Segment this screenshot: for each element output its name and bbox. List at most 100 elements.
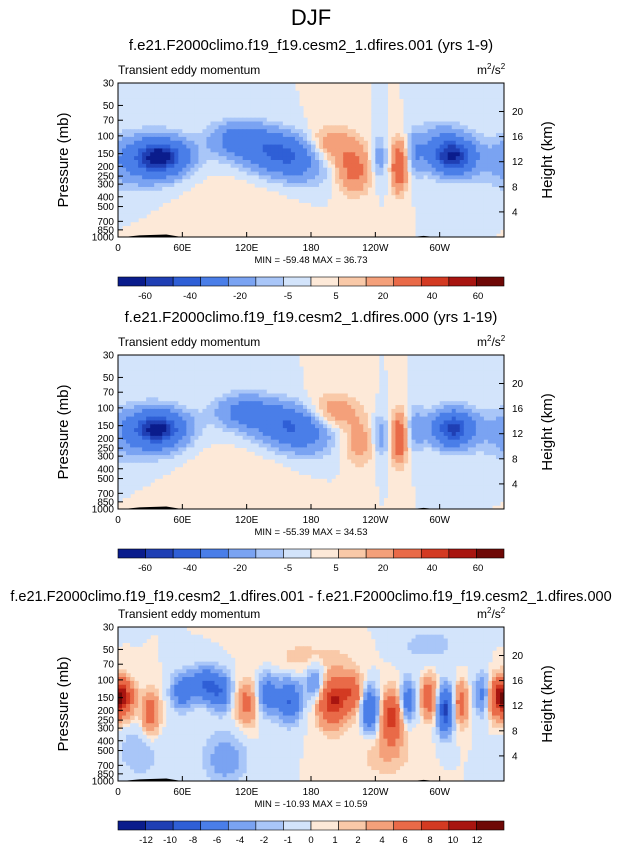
field-cell	[428, 187, 433, 191]
field-cell	[403, 187, 408, 191]
field-cell	[271, 172, 276, 176]
panel-title: f.e21.F2000climo.f19_f19.cesm2_1.dfires.…	[129, 37, 493, 54]
field-cell	[484, 179, 489, 183]
field-cell	[255, 129, 260, 133]
field-cell	[287, 87, 292, 91]
field-cell	[227, 125, 232, 129]
field-cell	[283, 91, 288, 95]
field-cell	[464, 110, 469, 114]
field-cell	[295, 164, 300, 168]
field-cell	[142, 102, 147, 106]
field-cell	[194, 172, 199, 176]
field-cell	[492, 137, 497, 141]
field-cell	[239, 175, 244, 179]
field-cell	[154, 202, 159, 206]
field-cell	[432, 199, 437, 203]
field-cell	[158, 382, 163, 386]
field-cell	[223, 83, 228, 87]
field-cell	[182, 125, 187, 129]
field-cell	[464, 222, 469, 226]
field-cell	[448, 98, 453, 102]
field-cell	[468, 420, 473, 424]
field-cell	[403, 125, 408, 129]
field-cell	[150, 432, 155, 436]
field-cell	[215, 436, 220, 440]
field-cell	[247, 95, 252, 99]
field-cell	[492, 102, 497, 106]
field-cell	[420, 164, 425, 168]
field-cell	[456, 417, 461, 421]
field-cell	[420, 413, 425, 417]
field-cell	[162, 382, 167, 386]
field-cell	[303, 428, 308, 432]
field-cell	[279, 394, 284, 398]
field-cell	[480, 156, 485, 160]
field-cell	[283, 98, 288, 102]
field-cell	[391, 447, 396, 451]
field-cell	[158, 455, 163, 459]
field-cell	[202, 409, 207, 413]
field-cell	[126, 222, 131, 226]
field-cell	[476, 451, 481, 455]
field-cell	[420, 195, 425, 199]
field-cell	[456, 110, 461, 114]
field-cell	[436, 222, 441, 226]
field-cell	[448, 370, 453, 374]
field-cell	[178, 106, 183, 110]
field-cell	[327, 436, 332, 440]
field-cell	[247, 168, 252, 172]
field-cell	[484, 160, 489, 164]
field-cell	[440, 160, 445, 164]
field-cell	[279, 191, 284, 195]
field-cell	[416, 405, 421, 409]
field-cell	[142, 141, 147, 145]
field-cell	[231, 424, 236, 428]
field-cell	[231, 129, 236, 133]
field-cell	[468, 202, 473, 206]
field-cell	[420, 355, 425, 359]
field-cell	[484, 148, 489, 152]
field-cell	[202, 382, 207, 386]
field-cell	[219, 133, 224, 137]
field-cell	[315, 424, 320, 428]
field-cell	[484, 106, 489, 110]
field-cell	[158, 106, 163, 110]
field-cell	[299, 160, 304, 164]
field-cell	[424, 363, 429, 367]
field-cell	[126, 367, 131, 371]
field-cell	[468, 440, 473, 444]
field-cell	[231, 118, 236, 122]
field-cell	[403, 451, 408, 455]
field-cell	[283, 172, 288, 176]
field-cell	[255, 114, 260, 118]
field-cell	[295, 390, 300, 394]
field-cell	[464, 160, 469, 164]
field-cell	[178, 175, 183, 179]
field-cell	[186, 374, 191, 378]
field-cell	[420, 114, 425, 118]
field-cell	[375, 394, 380, 398]
field-cell	[162, 405, 167, 409]
field-cell	[311, 413, 316, 417]
field-cell	[448, 401, 453, 405]
field-cell	[440, 110, 445, 114]
field-cell	[178, 386, 183, 390]
field-cell	[166, 451, 171, 455]
field-cell	[174, 148, 179, 152]
field-cell	[194, 87, 199, 91]
field-cell	[259, 386, 264, 390]
field-cell	[408, 374, 413, 378]
field-cell	[158, 405, 163, 409]
field-cell	[484, 183, 489, 187]
field-cell	[162, 195, 167, 199]
field-cell	[448, 397, 453, 401]
field-cell	[472, 95, 477, 99]
field-cell	[428, 378, 433, 382]
field-cell	[476, 420, 481, 424]
field-cell	[150, 110, 155, 114]
field-cell	[138, 195, 143, 199]
field-cell	[480, 214, 485, 218]
field-cell	[408, 98, 413, 102]
field-cell	[150, 83, 155, 87]
field-cell	[492, 401, 497, 405]
